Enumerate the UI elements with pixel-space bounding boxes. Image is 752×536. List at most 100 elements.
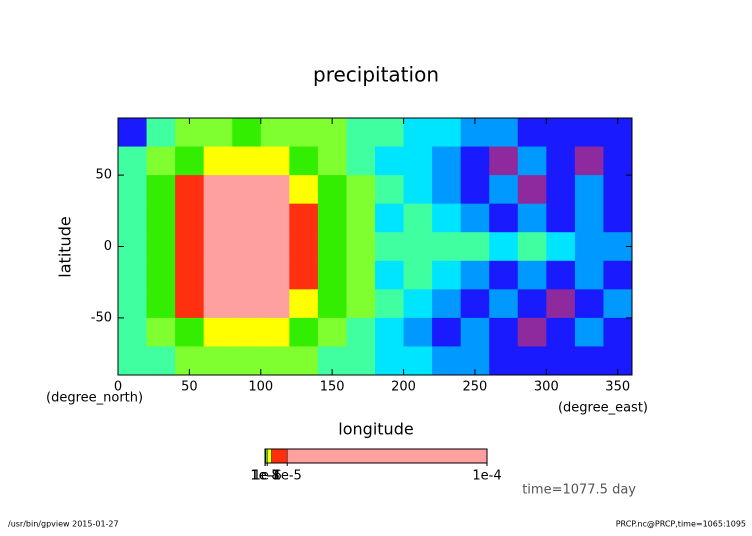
contour-cell xyxy=(546,175,575,204)
contour-cell xyxy=(375,346,404,375)
contour-cell xyxy=(404,232,433,261)
contour-cell xyxy=(518,289,547,318)
contour-cell xyxy=(461,204,490,233)
contour-cell xyxy=(346,147,375,176)
y-tick-label: 50 xyxy=(95,168,112,183)
contour-cell xyxy=(175,147,204,176)
contour-cell xyxy=(175,204,204,233)
contour-cell xyxy=(232,346,261,375)
contour-cell xyxy=(204,147,233,176)
contour-cell xyxy=(318,147,347,176)
x-tick-label: 350 xyxy=(605,380,630,395)
contour-cell xyxy=(432,118,461,147)
contour-cell xyxy=(346,204,375,233)
contour-cell xyxy=(404,318,433,347)
footer-left: /usr/bin/gpview 2015-01-27 xyxy=(8,520,119,529)
contour-cell xyxy=(546,147,575,176)
contour-cell xyxy=(261,175,290,204)
contour-cell xyxy=(175,289,204,318)
colorbar-tick-label: 1e-4 xyxy=(472,469,501,484)
contour-cell xyxy=(603,289,632,318)
contour-cell xyxy=(147,318,176,347)
contour-cell xyxy=(204,289,233,318)
contour-cell xyxy=(204,175,233,204)
contour-cell xyxy=(432,318,461,347)
colorbar-tick-label: 1e-5 xyxy=(273,469,302,484)
colorbar-band xyxy=(272,449,288,463)
contour-cell xyxy=(175,261,204,290)
contour-cell xyxy=(346,346,375,375)
contour-cell xyxy=(575,175,604,204)
contour-cell xyxy=(318,232,347,261)
contour-cell xyxy=(603,261,632,290)
contour-cell xyxy=(518,318,547,347)
x-tick-label: 250 xyxy=(463,380,488,395)
contour-cell xyxy=(375,289,404,318)
contour-cell xyxy=(518,147,547,176)
x-axis-label: longitude xyxy=(338,420,413,439)
contour-cell xyxy=(147,232,176,261)
x-tick-label: 0 xyxy=(114,380,122,395)
contour-cell xyxy=(147,289,176,318)
contour-cell xyxy=(261,318,290,347)
contour-cell xyxy=(118,118,147,147)
x-units: (degree_east) xyxy=(558,401,648,416)
contour-cell xyxy=(204,261,233,290)
contour-cell xyxy=(175,175,204,204)
contour-cell xyxy=(375,232,404,261)
contour-cell xyxy=(404,289,433,318)
contour-cell xyxy=(318,204,347,233)
contour-cell xyxy=(461,147,490,176)
contour-cell xyxy=(147,204,176,233)
contour-cell xyxy=(404,147,433,176)
contour-cell xyxy=(546,318,575,347)
contour-cell xyxy=(575,318,604,347)
contour-cell xyxy=(289,261,318,290)
contour-cell xyxy=(261,289,290,318)
y-tick-label: -50 xyxy=(91,310,112,325)
contour-cell xyxy=(546,346,575,375)
contour-cell xyxy=(261,118,290,147)
contour-cell xyxy=(518,118,547,147)
contour-cell xyxy=(404,118,433,147)
contour-cell xyxy=(461,318,490,347)
contour-cell xyxy=(575,346,604,375)
contour-cell xyxy=(518,232,547,261)
colorbar-band xyxy=(267,449,271,463)
contour-cell xyxy=(232,147,261,176)
contour-cell xyxy=(289,289,318,318)
contour-cell xyxy=(489,261,518,290)
contour-cell xyxy=(175,318,204,347)
contour-cell xyxy=(318,175,347,204)
contour-cell xyxy=(261,204,290,233)
contour-cell xyxy=(147,147,176,176)
contour-cell xyxy=(375,118,404,147)
contour-cell xyxy=(518,261,547,290)
contour-cell xyxy=(204,232,233,261)
contour-cell xyxy=(575,118,604,147)
contour-cell xyxy=(489,118,518,147)
contour-cell xyxy=(575,289,604,318)
contour-cell xyxy=(432,232,461,261)
contour-cell xyxy=(432,147,461,176)
contour-cell xyxy=(289,175,318,204)
contour-cell xyxy=(575,204,604,233)
contour-cell xyxy=(204,204,233,233)
contour-cell xyxy=(204,118,233,147)
contour-cell xyxy=(518,204,547,233)
x-tick-label: 50 xyxy=(181,380,198,395)
contour-cell xyxy=(432,289,461,318)
contour-cell xyxy=(489,204,518,233)
contour-cell xyxy=(289,147,318,176)
contour-cell xyxy=(118,261,147,290)
time-label: time=1077.5 day xyxy=(522,483,636,498)
contour-cell xyxy=(204,346,233,375)
contour-cell xyxy=(147,118,176,147)
contour-cell xyxy=(346,261,375,290)
contour-cell xyxy=(232,232,261,261)
contour-cell xyxy=(432,346,461,375)
contour-cell xyxy=(147,346,176,375)
contour-cell xyxy=(261,147,290,176)
contour-cell xyxy=(603,204,632,233)
